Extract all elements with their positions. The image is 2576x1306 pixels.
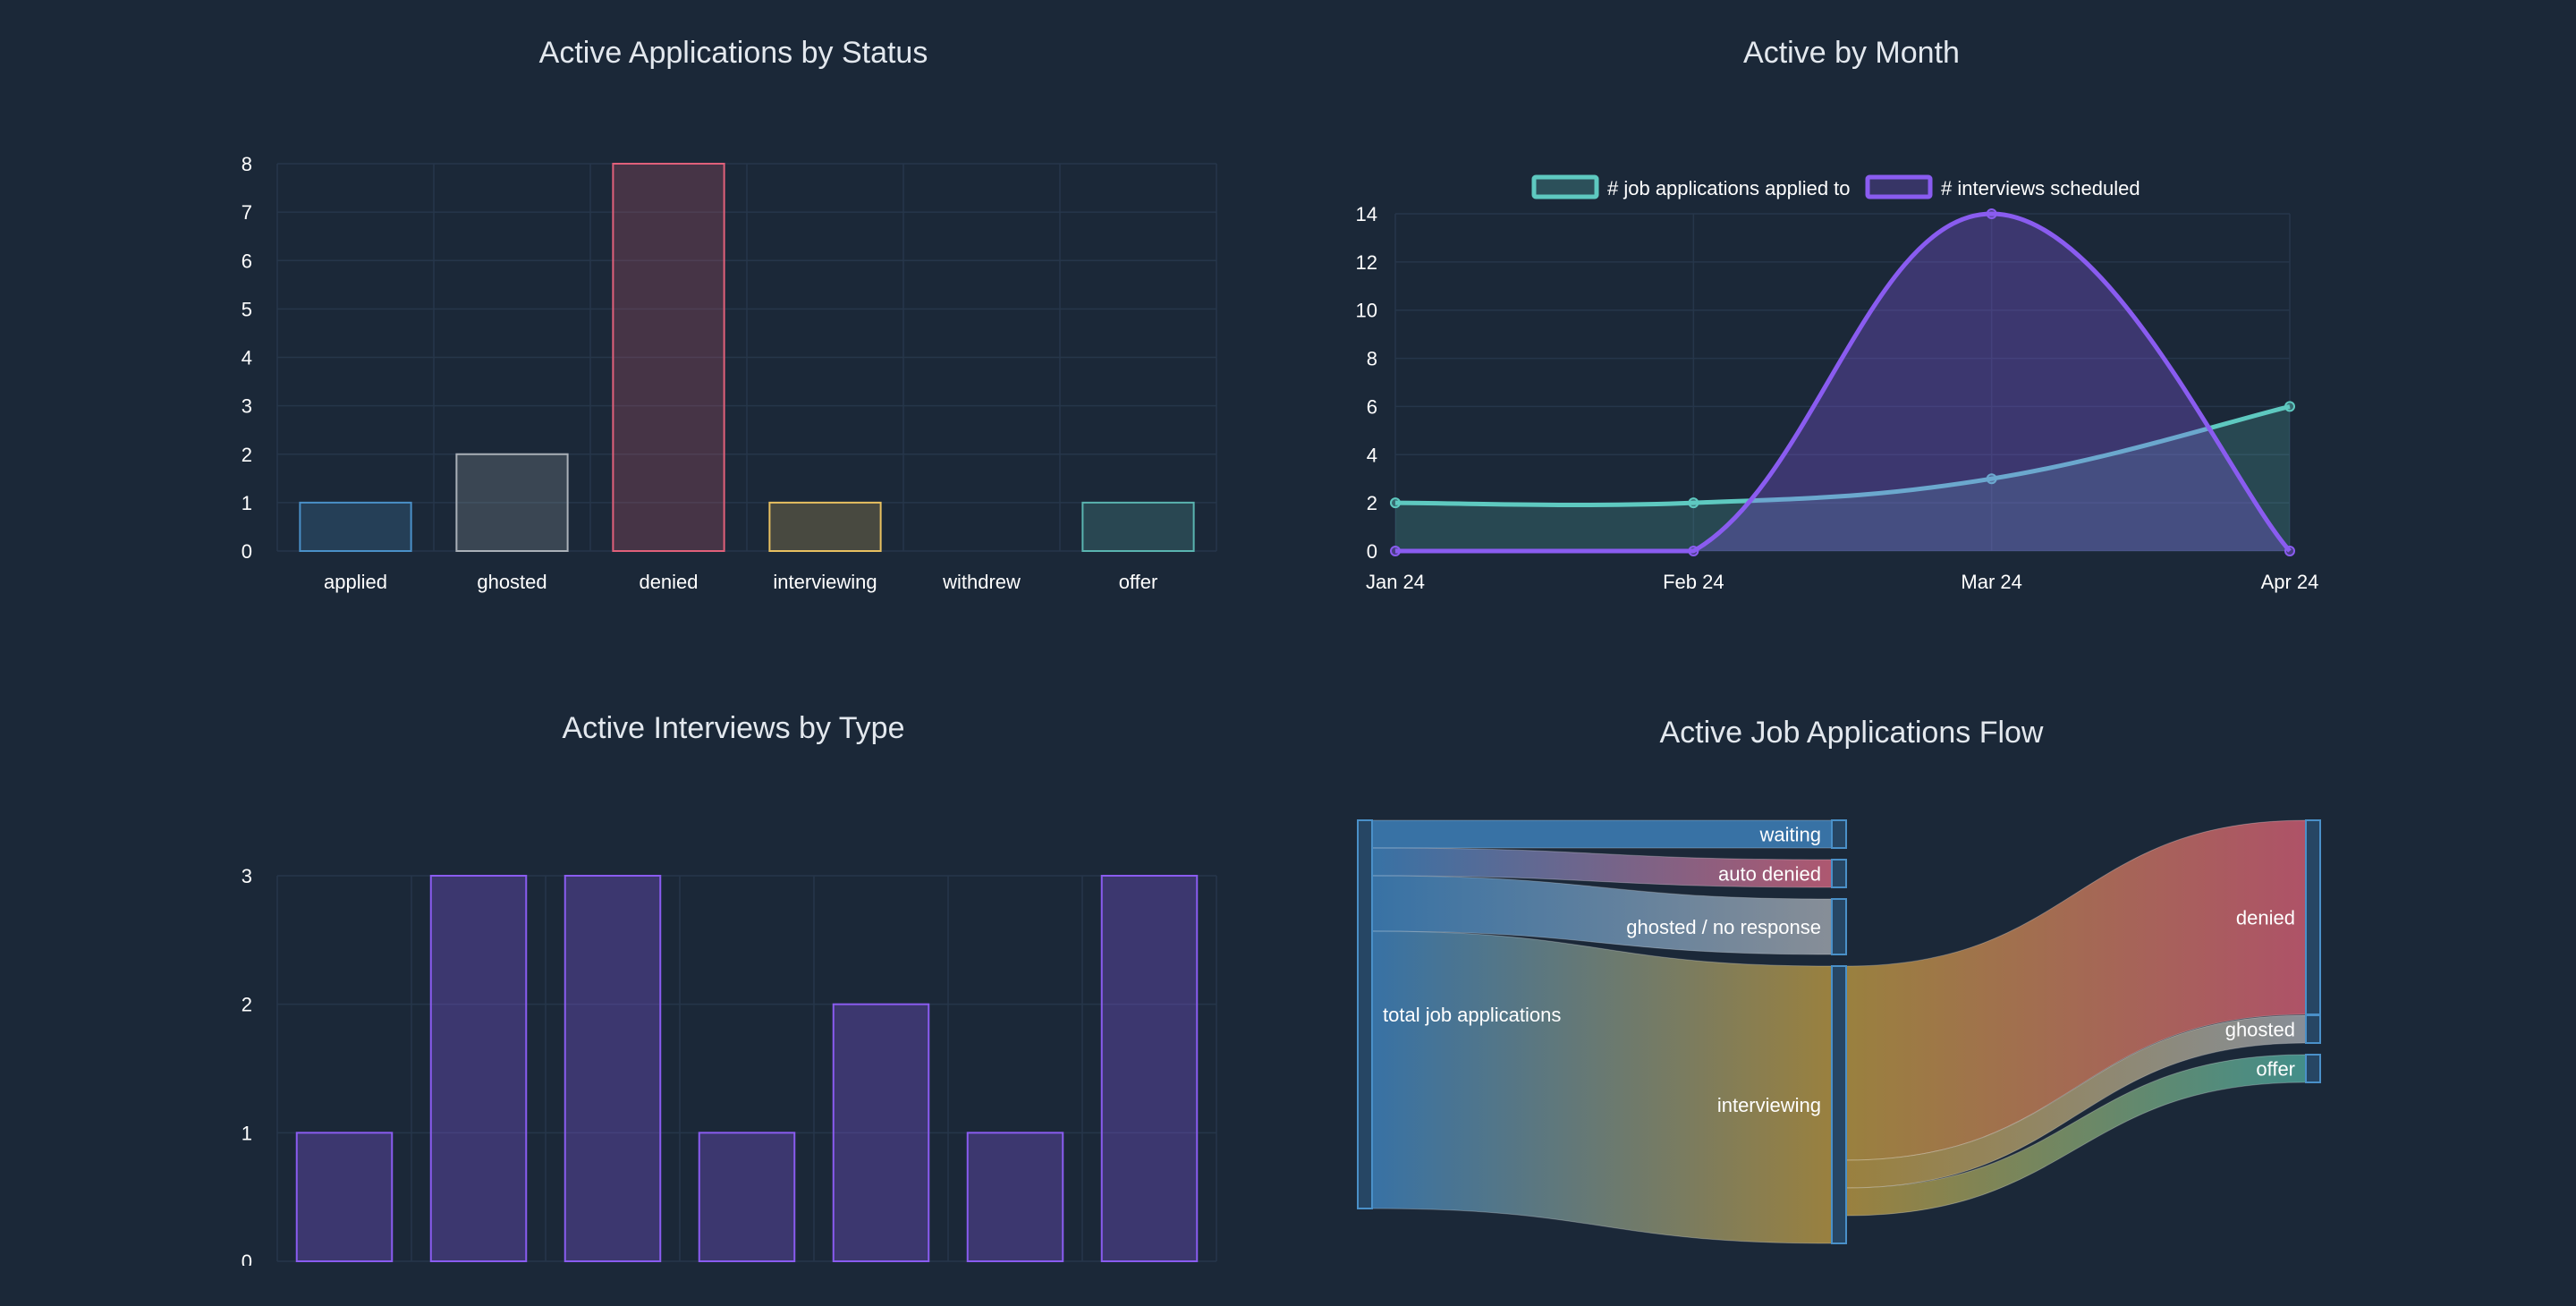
- x-tick-label: Jan 24: [1366, 571, 1425, 593]
- x-tick-label: denied: [639, 571, 698, 593]
- node-label: interviewing: [1717, 1094, 1821, 1116]
- node-waiting: [1831, 819, 1847, 849]
- data-point: [1390, 546, 1401, 556]
- bar-big-wigs: [832, 1003, 930, 1262]
- bar-technical: [429, 875, 528, 1262]
- status-chart-title: Active Applications by Status: [538, 36, 928, 70]
- bar-team: [966, 1132, 1064, 1263]
- node-label: ghosted / no response: [1626, 916, 1821, 938]
- legend-swatch: [1865, 174, 1933, 199]
- bar-manager: [698, 1132, 796, 1263]
- node-label: ghosted: [2225, 1019, 2295, 1041]
- node-ghosted-no-response: [1831, 898, 1847, 955]
- data-point: [1986, 208, 1997, 219]
- legend-swatch: [1531, 174, 1599, 199]
- bar-ghosted: [455, 453, 569, 552]
- status-bar-chart: 0 1 2 3 4 5 6 7 8 applied ghosted denied interviewin…: [242, 153, 1217, 593]
- y-tick-label: 14: [1356, 203, 1377, 225]
- y-tick-label: 0: [1367, 540, 1377, 563]
- y-tick-label: 6: [1367, 395, 1377, 418]
- flow-chart-panel: Active Job Applications Flow total job a…: [1342, 707, 2361, 1266]
- bar-offer: [1081, 501, 1195, 552]
- node-label: offer: [2256, 1058, 2295, 1081]
- y-tick-label: 3: [242, 395, 252, 418]
- y-tick-label: 2: [242, 994, 252, 1016]
- y-tick-label: 4: [242, 347, 252, 369]
- x-tick-label: Mar 24: [1961, 571, 2021, 593]
- month-line-chart: 0 2 4 6 8 10 12 14 Jan 24 Feb 24 Mar 24 Apr 24 # job…: [1356, 174, 2319, 593]
- y-tick-label: 8: [242, 153, 252, 175]
- x-tick-label: Feb 24: [1663, 571, 1724, 593]
- node-label: waiting: [1759, 824, 1821, 846]
- node-offer: [2305, 1054, 2321, 1083]
- y-tick-label: 7: [242, 201, 252, 224]
- bar-hr: [295, 1132, 394, 1263]
- data-point: [1688, 497, 1699, 509]
- series-line: [1395, 211, 2292, 554]
- x-tick-label: ghosted: [477, 571, 547, 593]
- status-chart-panel: Active Applications by Status 0 1 2 3 4 5 6 7 8 a…: [224, 27, 1243, 599]
- legend-label: # job applications applied to: [1607, 177, 1851, 199]
- x-tick-label: withdrew: [942, 571, 1021, 593]
- y-tick-label: 3: [242, 865, 252, 887]
- flow-link: [1371, 930, 1833, 1244]
- data-point: [2284, 401, 2295, 412]
- data-point: [1986, 473, 1997, 485]
- node-interviewing: [1831, 965, 1847, 1244]
- interview-chart-title: Active Interviews by Type: [562, 711, 905, 745]
- legend-label: # interviews scheduled: [1941, 177, 2140, 199]
- y-tick-label: 4: [1367, 444, 1377, 466]
- node-label: denied: [2236, 907, 2295, 929]
- y-tick-label: 0: [242, 1251, 252, 1266]
- y-tick-label: 12: [1356, 251, 1377, 274]
- x-tick-label: interviewing: [773, 571, 877, 593]
- series-area: [1395, 406, 2290, 551]
- flow-chart-title: Active Job Applications Flow: [1659, 716, 2044, 750]
- y-tick-label: 0: [242, 540, 252, 563]
- interview-bar-chart: 0123hrtechnicaltake homemanagerbig wigst…: [242, 865, 1217, 1266]
- bar-applied: [299, 501, 412, 552]
- y-tick-label: 1: [242, 1122, 252, 1144]
- month-chart-title: Active by Month: [1743, 36, 1960, 70]
- x-tick-label: Apr 24: [2261, 571, 2319, 593]
- series-area: [1395, 214, 2290, 551]
- y-tick-label: 8: [1367, 348, 1377, 370]
- node-label: total job applications: [1383, 1004, 1561, 1026]
- node-total-job-applications: [1357, 819, 1373, 1209]
- node-label: auto denied: [1718, 863, 1821, 886]
- data-point: [2284, 546, 2295, 556]
- node-denied: [2305, 819, 2321, 1015]
- y-tick-label: 5: [242, 298, 252, 320]
- y-tick-label: 6: [242, 250, 252, 272]
- interview-chart-panel: Active Interviews by Type 0123hrtechnica…: [224, 702, 1243, 1266]
- node-ghosted: [2305, 1014, 2321, 1044]
- y-tick-label: 10: [1356, 300, 1377, 322]
- y-tick-label: 1: [242, 492, 252, 514]
- bar-denied: [612, 163, 725, 552]
- series-line: [1394, 403, 2291, 508]
- x-tick-label: applied: [324, 571, 387, 593]
- month-chart-panel: Active by Month 0 2 4 6 8 10 12 14 Jan 24 Feb 24 M…: [1342, 27, 2361, 599]
- bar-interviewing: [768, 501, 882, 552]
- node-auto-denied: [1831, 859, 1847, 888]
- bar-take-home: [564, 875, 662, 1262]
- flow-sankey-chart: total job applications waiting auto denied…: [1357, 819, 2321, 1244]
- bar-other: [1100, 875, 1199, 1262]
- y-tick-label: 2: [1367, 492, 1377, 514]
- x-tick-label: offer: [1119, 571, 1158, 593]
- y-tick-label: 2: [242, 444, 252, 466]
- data-point: [1390, 497, 1401, 509]
- data-point: [1688, 546, 1699, 556]
